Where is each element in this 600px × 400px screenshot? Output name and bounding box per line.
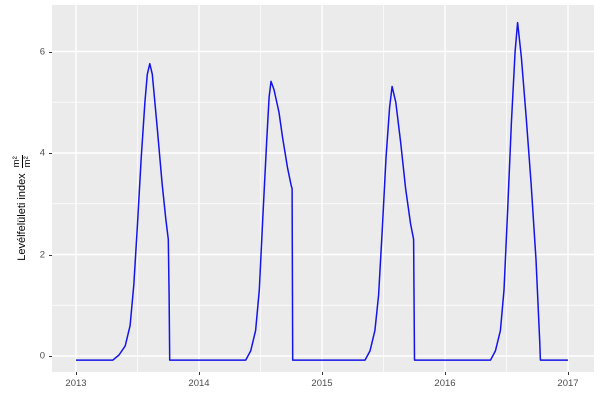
y-tick-mark	[49, 356, 52, 357]
x-tick-mark	[445, 372, 446, 375]
x-tick-mark	[568, 372, 569, 375]
x-tick-label: 2016	[434, 378, 456, 389]
chart-panel	[52, 5, 594, 372]
y-tick-label: 6	[39, 45, 45, 57]
x-tick-label: 2015	[311, 378, 333, 389]
y-tick-label: 0	[39, 350, 45, 362]
y-tick-label: 2	[39, 248, 45, 260]
gridlines-minor	[52, 5, 594, 372]
chart-svg	[52, 5, 594, 372]
y-axis-title-text: Levélfelületi index	[16, 173, 28, 261]
lai-line-series	[76, 21, 568, 361]
y-tick-mark	[49, 254, 52, 256]
gridlines-major	[52, 5, 594, 372]
x-tick-label: 2013	[65, 378, 87, 389]
x-tick-mark	[322, 372, 323, 375]
y-tick-label: 4	[39, 147, 45, 159]
y-axis-unit-numerator: m²	[10, 155, 23, 169]
y-axis-unit-fraction: m² m²	[10, 155, 33, 169]
x-tick-mark	[76, 372, 77, 375]
x-tick-label: 2017	[557, 378, 579, 389]
y-tick-mark	[49, 153, 52, 154]
x-tick-label: 2014	[188, 378, 210, 389]
x-tick-mark	[199, 372, 200, 375]
y-tick-mark	[49, 51, 52, 53]
